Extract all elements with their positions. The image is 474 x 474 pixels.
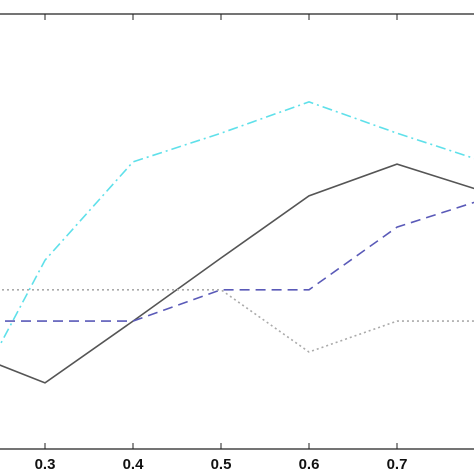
series-line [0,201,474,322]
x-tick-label: 0.4 [123,456,145,473]
x-tick-label: 0.3 [35,456,56,473]
x-tick-label: 0.6 [299,456,320,473]
series-line [0,101,474,347]
series-line [0,288,474,353]
x-tick-label: 0.5 [211,456,232,473]
series-line [0,163,474,384]
x-tick-label: 0.7 [387,456,408,473]
